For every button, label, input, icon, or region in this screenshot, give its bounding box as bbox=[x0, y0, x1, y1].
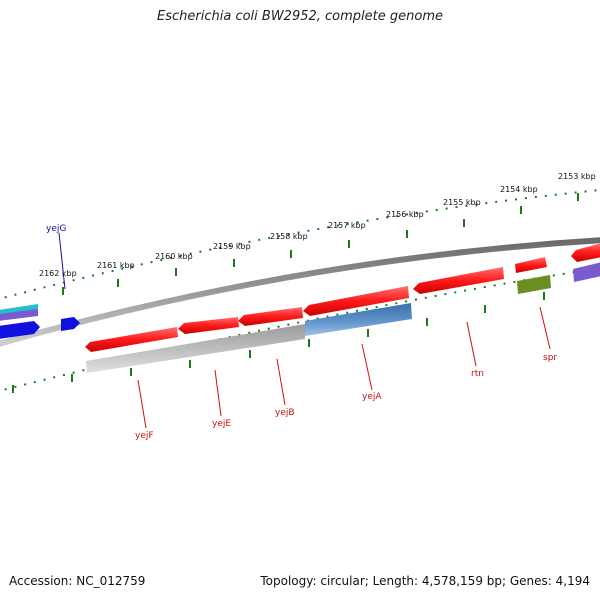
gene-label-rtn: rtn bbox=[471, 369, 484, 379]
outer-ruler-track bbox=[0, 189, 600, 300]
gene-yejB bbox=[238, 307, 303, 326]
grey-feature bbox=[86, 324, 305, 373]
ruler-label: 2161 kbp bbox=[97, 261, 135, 270]
ruler-label: 2156 kbp bbox=[386, 210, 424, 219]
inner-ruler-track bbox=[0, 267, 600, 392]
ruler-label: 2160 kbp bbox=[155, 252, 193, 261]
gene-label-yejE: yejE bbox=[212, 419, 231, 429]
ruler-label: 2153 kbp bbox=[558, 172, 596, 181]
gene-label-yejA: yejA bbox=[362, 392, 382, 402]
gene-label-spr: spr bbox=[543, 353, 557, 363]
ruler-label: 2159 kbp bbox=[213, 242, 251, 251]
ruler-label: 2155 kbp bbox=[443, 198, 481, 207]
genome-summary-text: Topology: circular; Length: 4,578,159 bp… bbox=[260, 574, 590, 588]
gene-label-yejF: yejF bbox=[135, 431, 154, 441]
green-feature bbox=[517, 275, 551, 294]
leader-yejE bbox=[214, 369, 222, 417]
ruler-label: 2157 kbp bbox=[328, 221, 366, 230]
gene-partial-right bbox=[571, 243, 600, 262]
outer-ruler-ticks bbox=[62, 193, 579, 295]
leader-spr bbox=[539, 306, 551, 350]
ruler-label: 2162 kbp bbox=[39, 269, 77, 278]
steel-feature bbox=[305, 303, 412, 336]
gene-yejF bbox=[85, 327, 178, 352]
map-title: Escherichia coli BW2952, complete genome bbox=[157, 9, 443, 24]
blue-gene bbox=[0, 321, 40, 339]
gene-leaders bbox=[58, 232, 551, 429]
blue-gene-small bbox=[61, 317, 80, 331]
gene-yejA bbox=[303, 286, 409, 316]
leader-yejA bbox=[361, 343, 373, 391]
left-gene-stack bbox=[0, 304, 80, 339]
leader-yejG bbox=[58, 232, 66, 290]
feature-track bbox=[86, 262, 600, 373]
gene-label-yejB: yejB bbox=[275, 408, 295, 418]
leader-yejB bbox=[276, 358, 286, 406]
gene-rtn bbox=[413, 267, 504, 294]
forward-genes bbox=[85, 243, 600, 352]
purple-gene bbox=[0, 309, 38, 321]
gene-spr bbox=[515, 257, 547, 273]
ruler-label: 2158 kbp bbox=[270, 232, 308, 241]
leader-yejF bbox=[137, 379, 147, 429]
genome-backbone bbox=[0, 237, 600, 347]
gene-yejE bbox=[178, 317, 239, 334]
accession-text: Accession: NC_012759 bbox=[9, 574, 146, 588]
purple-feature bbox=[573, 262, 600, 282]
inner-ruler-ticks bbox=[12, 292, 545, 393]
gene-label-yejG: yejG bbox=[46, 224, 66, 234]
leader-rtn bbox=[466, 321, 477, 367]
ruler-label: 2154 kbp bbox=[500, 185, 538, 194]
